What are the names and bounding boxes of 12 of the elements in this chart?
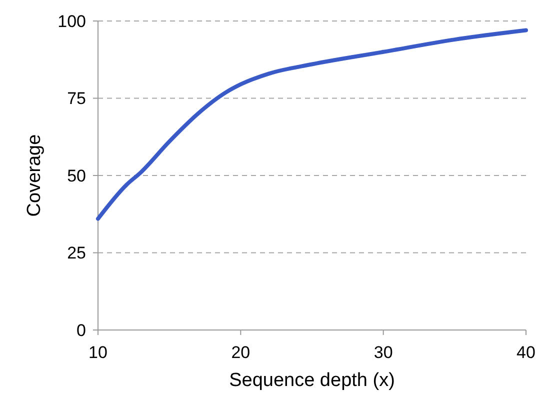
y-axis-title: Coverage	[24, 134, 45, 217]
y-tick-label: 25	[67, 244, 86, 263]
line-series	[96, 28, 528, 221]
x-tick-label: 20	[231, 343, 250, 362]
x-tick-label: 30	[374, 343, 393, 362]
x-tick-label: 10	[88, 343, 108, 362]
x-axis-title: Sequence depth (x)	[229, 370, 395, 391]
y-tick-label: 50	[67, 166, 86, 186]
y-tick-label: 75	[67, 89, 86, 108]
y-tick-label: 0	[76, 320, 86, 340]
y-tick-label: 100	[58, 12, 86, 31]
x-tick-label: 40	[516, 343, 536, 362]
